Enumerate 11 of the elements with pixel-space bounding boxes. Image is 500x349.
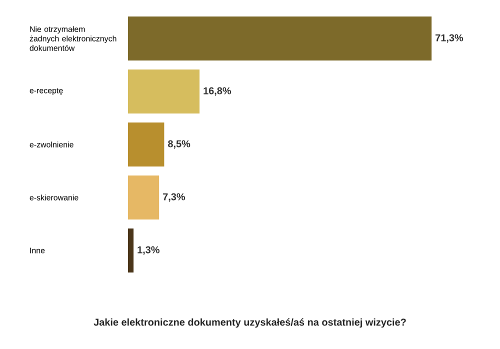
data-label: 8,5%	[168, 140, 190, 149]
bar	[128, 16, 432, 61]
data-label: 1,3%	[138, 246, 160, 255]
bar	[128, 228, 134, 273]
data-label: 16,8%	[204, 87, 232, 96]
text: Jakie elektroniczne dokumenty uzyskałeś/aś na ostatniej wizycie?	[94, 318, 406, 328]
bar	[128, 70, 200, 114]
data-label: 7,3%	[163, 193, 186, 202]
bar	[128, 122, 164, 167]
bar	[128, 176, 160, 220]
data-label: 71,3%	[436, 34, 464, 43]
